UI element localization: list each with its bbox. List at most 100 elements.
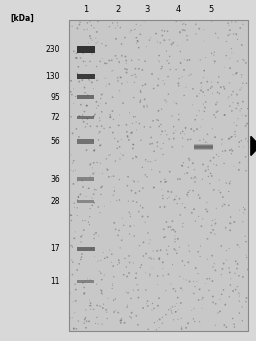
Point [75,56,79,61]
Point [136,295,141,300]
Point [74,94,78,99]
Point [165,251,169,257]
Point [143,220,147,225]
Point [146,303,150,309]
Point [72,205,77,210]
Point [234,106,238,111]
Point [161,260,165,265]
Point [220,142,224,147]
Point [104,307,108,312]
Point [231,72,235,77]
Point [92,232,96,237]
Point [129,28,133,33]
Point [81,184,85,190]
Point [108,112,112,118]
FancyBboxPatch shape [77,280,94,283]
Point [102,272,106,278]
Point [193,319,197,324]
Point [99,96,103,101]
Point [74,126,79,132]
Point [183,28,187,33]
Point [119,318,123,323]
Point [172,247,176,252]
Point [157,59,161,64]
Text: 56: 56 [50,137,60,146]
Point [77,134,81,140]
Point [227,136,231,142]
Point [235,266,239,271]
Point [238,87,242,92]
Point [197,108,201,114]
Point [158,40,162,46]
Point [187,249,191,254]
Point [182,20,186,26]
Point [99,270,103,276]
Point [244,299,248,305]
Point [222,322,226,328]
Point [94,230,98,236]
Text: 36: 36 [50,175,60,183]
Point [205,79,209,85]
Point [112,220,116,225]
Point [243,234,247,239]
Point [156,273,160,279]
Point [135,199,139,205]
Point [100,92,104,97]
Point [122,272,126,278]
Point [177,76,181,81]
Point [113,159,118,164]
Point [177,244,182,250]
Point [74,50,79,56]
Point [205,140,209,145]
FancyBboxPatch shape [194,146,213,148]
Point [138,98,143,103]
Point [180,27,184,33]
Point [104,83,108,89]
Point [162,235,166,240]
Point [76,71,80,76]
FancyBboxPatch shape [77,139,94,144]
Point [141,253,145,259]
Point [243,207,247,212]
Point [88,174,92,179]
Point [155,39,159,45]
Point [193,174,197,180]
Point [87,297,91,303]
Point [186,164,190,170]
Point [172,131,176,136]
Point [101,91,105,96]
Point [142,124,146,129]
Point [79,257,83,262]
Point [144,287,148,293]
Point [179,300,183,306]
Point [228,270,232,275]
Point [130,58,134,63]
Point [201,101,205,107]
Point [70,244,74,250]
Point [241,274,245,280]
Point [131,142,135,147]
Point [79,102,83,107]
Point [69,89,73,94]
Point [90,195,94,201]
Point [150,266,154,271]
Point [137,121,142,127]
Point [226,20,230,26]
Point [227,23,231,28]
Point [180,224,185,229]
Point [71,299,75,305]
Point [179,316,183,321]
Point [80,233,84,238]
Point [76,194,80,199]
Point [133,66,137,71]
Text: 230: 230 [46,45,60,54]
Point [133,153,137,159]
Point [130,121,134,126]
Point [202,68,207,73]
Point [163,97,167,103]
Point [183,171,187,177]
Point [125,133,130,139]
Point [155,117,159,122]
Text: 3: 3 [145,5,150,14]
Point [74,326,79,331]
